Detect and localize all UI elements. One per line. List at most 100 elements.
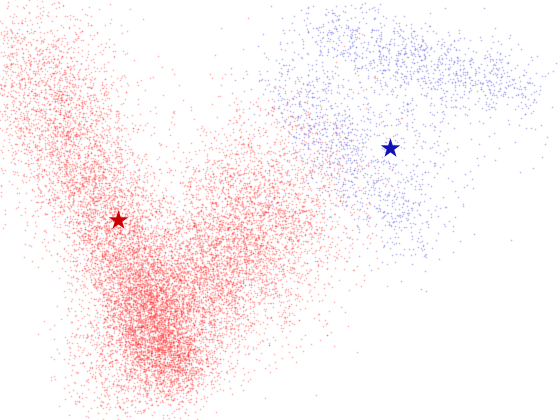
Point — [17, 109, 26, 116]
Point — [115, 208, 124, 215]
Point — [419, 121, 428, 127]
Point — [192, 254, 200, 261]
Point — [174, 363, 183, 370]
Point — [208, 377, 217, 383]
Point — [246, 375, 255, 382]
Point — [156, 354, 165, 361]
Point — [221, 236, 230, 242]
Point — [181, 362, 190, 369]
Point — [86, 336, 95, 343]
Point — [234, 342, 242, 349]
Point — [100, 248, 109, 255]
Point — [118, 316, 127, 323]
Point — [133, 254, 142, 260]
Point — [136, 337, 145, 344]
Point — [142, 367, 151, 373]
Point — [109, 184, 118, 191]
Point — [394, 47, 403, 54]
Point — [151, 253, 160, 260]
Point — [206, 226, 214, 232]
Point — [137, 259, 146, 265]
Point — [144, 311, 153, 318]
Point — [68, 168, 77, 174]
Point — [164, 264, 172, 271]
Point — [132, 315, 141, 321]
Point — [57, 163, 66, 170]
Point — [155, 287, 164, 294]
Point — [206, 291, 215, 297]
Point — [134, 340, 143, 347]
Point — [239, 206, 248, 213]
Point — [206, 245, 215, 252]
Point — [253, 126, 262, 133]
Point — [100, 391, 109, 398]
Point — [169, 322, 178, 329]
Point — [128, 323, 137, 329]
Point — [102, 291, 111, 298]
Point — [135, 292, 144, 299]
Point — [137, 189, 146, 196]
Point — [143, 376, 152, 383]
Point — [134, 273, 143, 279]
Point — [275, 158, 284, 165]
Point — [516, 78, 525, 85]
Point — [104, 167, 113, 174]
Point — [425, 77, 434, 84]
Point — [130, 157, 139, 164]
Point — [291, 234, 300, 240]
Point — [484, 101, 493, 108]
Point — [156, 318, 165, 325]
Point — [97, 355, 106, 362]
Point — [129, 253, 138, 260]
Point — [184, 333, 193, 340]
Point — [254, 254, 263, 260]
Point — [153, 385, 162, 392]
Point — [188, 384, 197, 391]
Point — [90, 32, 99, 39]
Point — [141, 378, 150, 385]
Point — [520, 83, 529, 90]
Point — [222, 277, 231, 284]
Point — [190, 270, 199, 277]
Point — [246, 209, 255, 215]
Point — [236, 122, 245, 129]
Point — [92, 104, 101, 110]
Point — [192, 183, 201, 190]
Point — [187, 294, 196, 300]
Point — [49, 139, 58, 146]
Point — [12, 74, 21, 80]
Point — [158, 211, 167, 218]
Point — [20, 141, 29, 147]
Point — [356, 117, 365, 123]
Point — [126, 284, 135, 290]
Point — [234, 263, 242, 270]
Point — [151, 228, 160, 234]
Point — [24, 79, 32, 85]
Point — [99, 254, 108, 260]
Point — [66, 54, 74, 61]
Point — [16, 98, 25, 105]
Point — [230, 226, 239, 232]
Point — [139, 230, 148, 237]
Point — [87, 144, 96, 150]
Point — [126, 273, 135, 280]
Point — [198, 233, 207, 240]
Point — [250, 281, 259, 288]
Point — [45, 183, 54, 189]
Point — [266, 313, 275, 320]
Point — [281, 245, 290, 252]
Point — [305, 208, 314, 215]
Point — [167, 380, 176, 387]
Point — [228, 206, 237, 213]
Point — [200, 278, 209, 284]
Point — [161, 356, 170, 362]
Point — [262, 126, 270, 133]
Point — [17, 86, 26, 92]
Point — [347, 179, 356, 186]
Point — [75, 178, 84, 185]
Point — [109, 328, 118, 334]
Point — [291, 146, 300, 153]
Point — [224, 284, 233, 291]
Point — [129, 306, 138, 312]
Point — [225, 323, 234, 330]
